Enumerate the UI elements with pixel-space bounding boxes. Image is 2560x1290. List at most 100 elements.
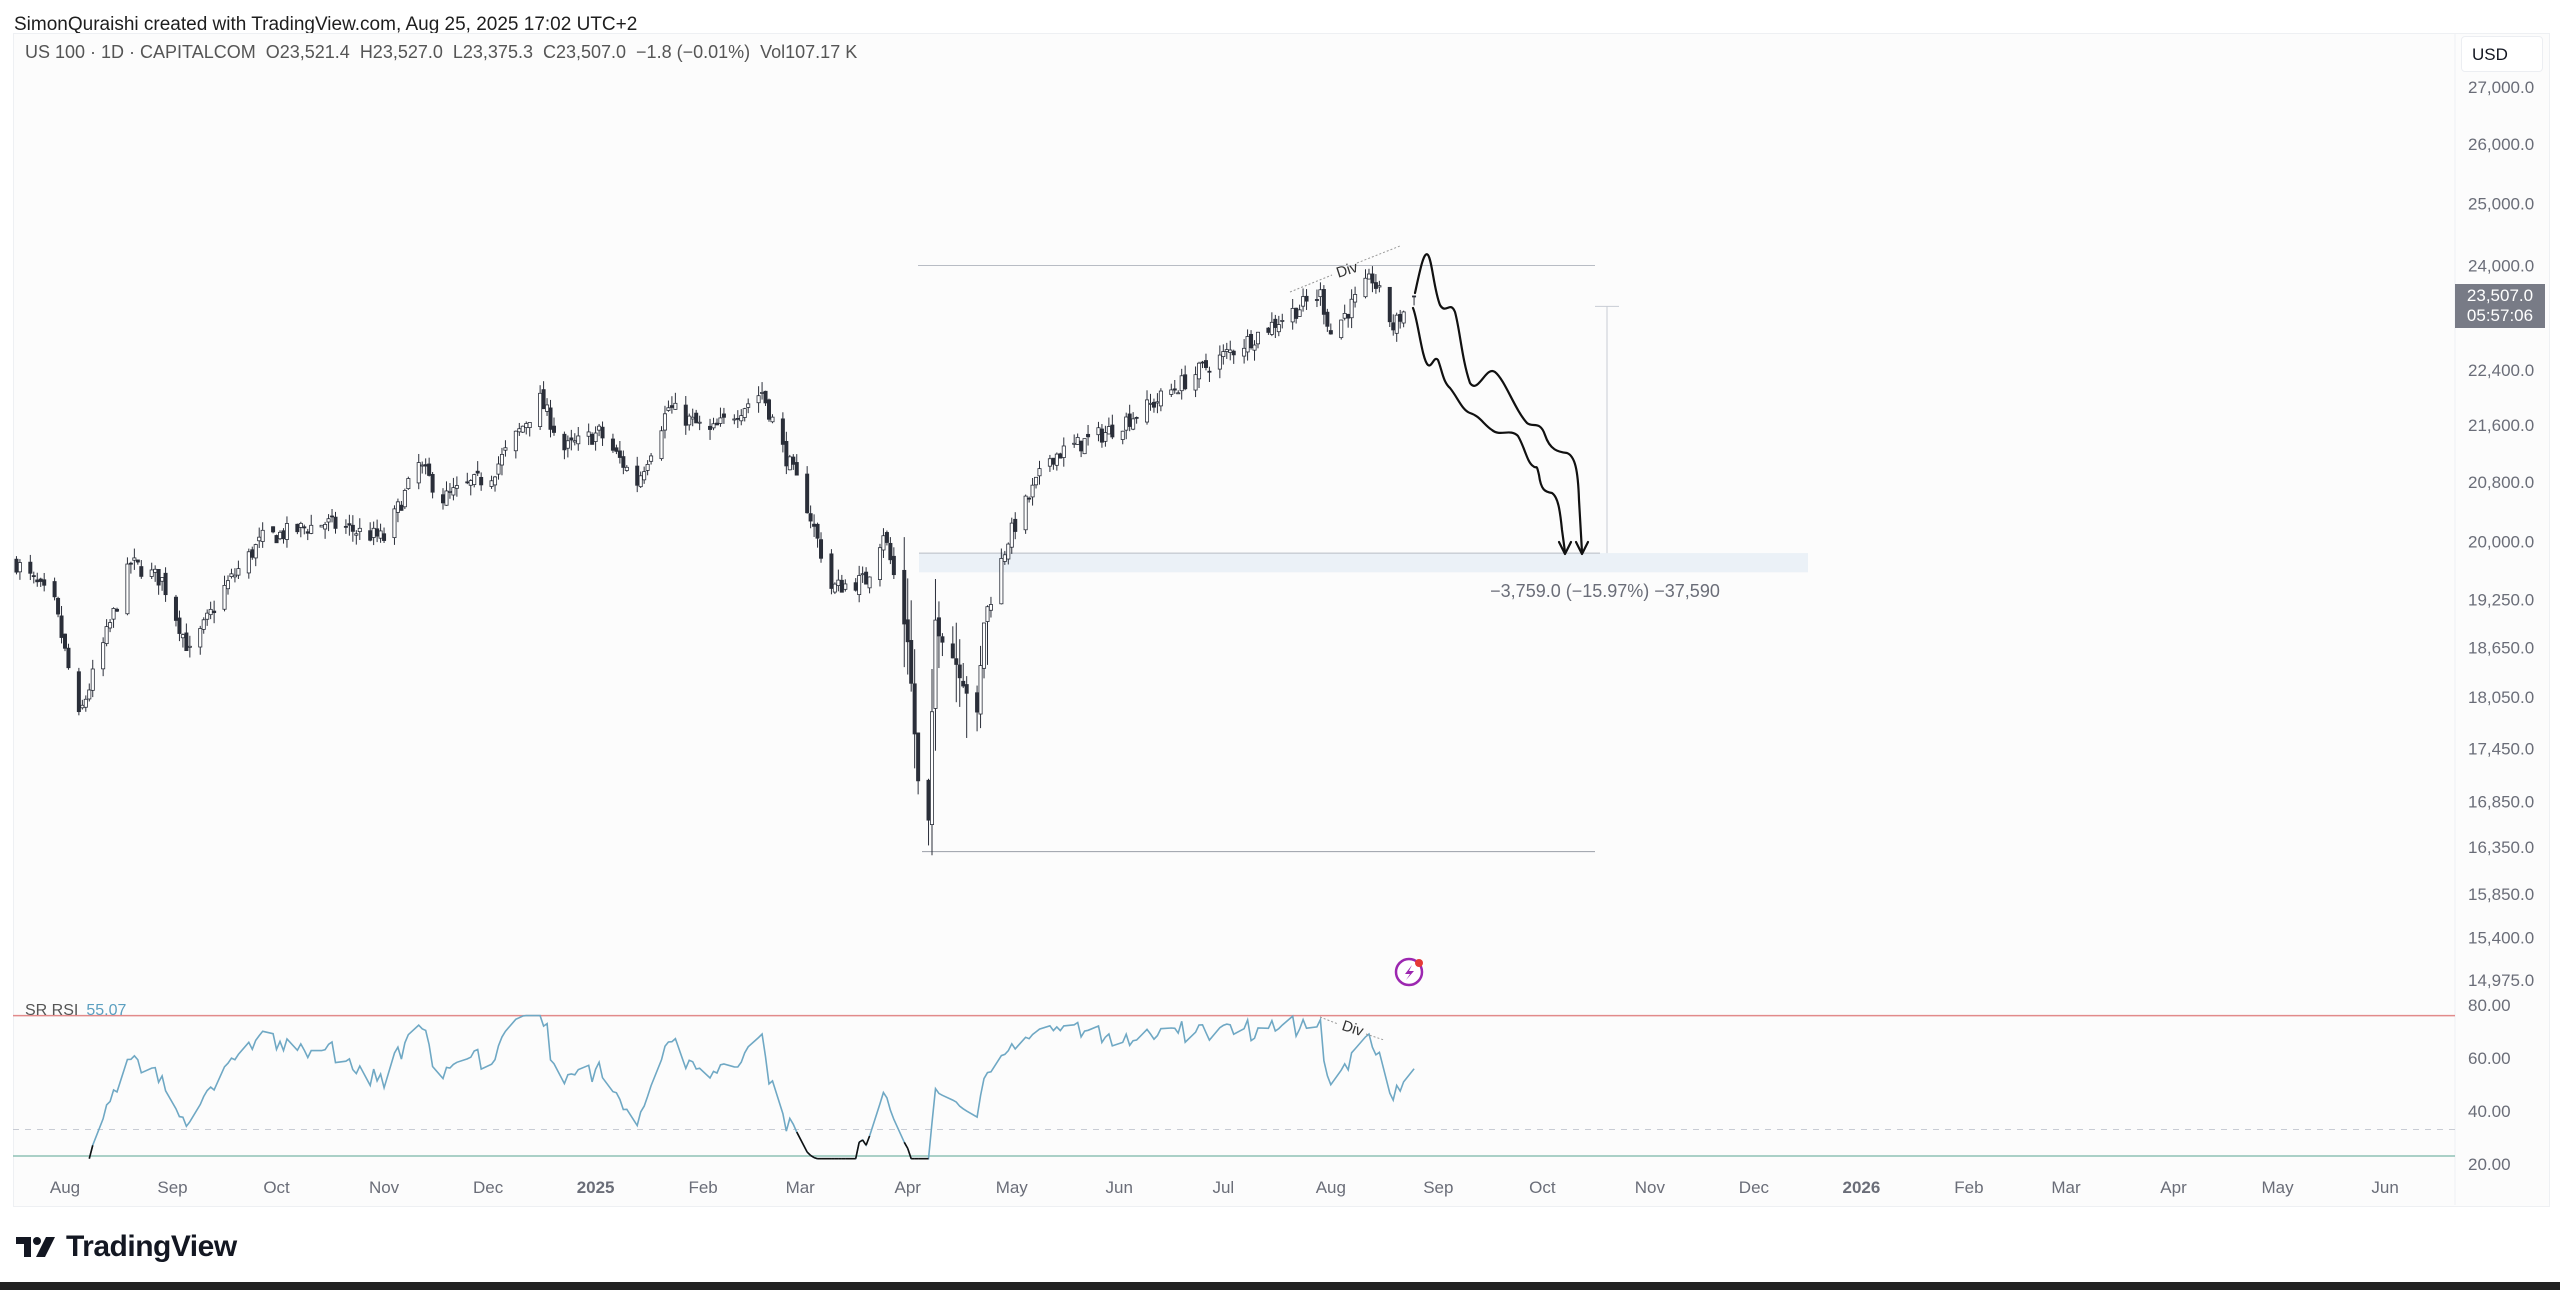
candle-body — [135, 559, 140, 563]
candle-body — [1030, 484, 1035, 498]
candle-body — [392, 508, 397, 539]
candle-body — [1120, 430, 1125, 440]
rsi-legend[interactable]: SR RSI 55.07 — [25, 1002, 126, 1020]
last-price: 23,507.0 — [2466, 286, 2534, 305]
rsi-pane — [13, 1014, 2455, 1160]
candle-body — [999, 558, 1004, 605]
candle-body — [253, 544, 258, 559]
price-tick-label: 18,650.0 — [2468, 639, 2534, 658]
chart-caption: SimonQuraishi created with TradingView.c… — [14, 14, 638, 35]
candle-body — [551, 425, 556, 433]
candle-body — [333, 516, 338, 529]
candle-body — [1200, 361, 1205, 364]
time-tick-label: May — [2262, 1178, 2295, 1197]
rsi-oversold-segment — [906, 1148, 912, 1159]
candle-body — [153, 568, 158, 573]
candle-body — [610, 438, 615, 451]
candle-body — [864, 571, 869, 585]
rsi-tick-label: 40.00 — [2468, 1102, 2511, 1121]
candle-body — [104, 626, 109, 644]
candle-body — [1391, 322, 1396, 331]
candle-body — [527, 422, 532, 428]
candle-body — [14, 558, 19, 573]
candle-body — [236, 568, 241, 576]
candle-body — [784, 441, 789, 467]
price-axis[interactable]: 27,000.0 26,000.0 25,000.0 24,000.0 22,400.0… — [2468, 78, 2534, 990]
candle-body — [1013, 518, 1018, 532]
candle-body — [1318, 289, 1323, 298]
candle-body — [891, 555, 896, 576]
rsi-oversold-segment — [903, 1141, 909, 1149]
candle-body — [756, 395, 761, 404]
price-tick-label: 17,450.0 — [2468, 739, 2534, 758]
candle-body — [319, 524, 324, 528]
candle-body — [1346, 314, 1351, 319]
candle-body — [597, 425, 602, 431]
symbol-name[interactable]: US 100 · 1D · CAPITALCOM — [25, 42, 256, 62]
tradingview-logo[interactable]: TradingView — [16, 1230, 237, 1264]
candle-body — [31, 575, 36, 578]
divergence-line — [1289, 274, 1333, 293]
candle-body — [1231, 350, 1236, 356]
candle-body — [936, 617, 941, 637]
candle-body — [503, 447, 508, 451]
candle-body — [669, 405, 674, 408]
candle-body — [735, 417, 740, 420]
candle-body — [614, 447, 619, 452]
time-tick-label: Apr — [2160, 1178, 2187, 1197]
candle-body — [472, 474, 477, 485]
candle-body — [1412, 295, 1417, 298]
candle-body — [732, 418, 737, 421]
candle-body — [988, 604, 993, 611]
candle-body — [926, 779, 931, 821]
candle-body — [881, 535, 886, 551]
candle-body — [690, 416, 695, 420]
candle-body — [1349, 298, 1354, 319]
candle-body — [402, 490, 407, 508]
rsi-axis[interactable]: 80.00 60.00 40.00 20.00 — [2468, 996, 2511, 1174]
candle-body — [1197, 362, 1202, 380]
candle-body — [187, 645, 192, 648]
candle-body — [1255, 331, 1260, 345]
candle-body — [562, 433, 567, 451]
candle-body — [819, 539, 824, 559]
alert-icon[interactable] — [1394, 957, 1424, 987]
candle-body — [877, 547, 882, 580]
chart-panel[interactable] — [13, 33, 2550, 1207]
candle-body — [1134, 416, 1139, 419]
drawings — [918, 264, 1808, 853]
candle-body — [746, 403, 751, 408]
candle-body — [1072, 442, 1077, 445]
price-tick-label: 26,000.0 — [2468, 135, 2534, 154]
time-tick-label: Mar — [786, 1178, 816, 1197]
candle-body — [860, 573, 865, 576]
candle-body — [66, 647, 71, 669]
candle-body — [257, 536, 262, 542]
candle-body — [1099, 428, 1104, 443]
candle-body — [621, 456, 626, 468]
candle-body — [1398, 314, 1403, 322]
time-axis[interactable]: Aug Sep Oct Nov Dec 2025 Feb Mar Apr May Jun Jul Aug… — [50, 1178, 2399, 1197]
currency-button[interactable]: USD — [2461, 36, 2543, 72]
candle-body — [1266, 327, 1271, 333]
window-bottom-edge — [0, 1282, 2560, 1290]
candle-body — [697, 421, 702, 424]
candle-body — [232, 574, 237, 578]
candle-body — [857, 575, 862, 596]
candle-body — [590, 433, 595, 445]
candle-body — [281, 530, 286, 540]
price-tick-label: 15,850.0 — [2468, 885, 2534, 904]
candle-body — [524, 423, 529, 429]
candle-body — [371, 527, 376, 538]
ohlc-close: C23,507.0 — [542, 42, 627, 62]
candle-body — [805, 473, 810, 514]
symbol-legend[interactable]: US 100 · 1D · CAPITALCOM O23,521.4 H23,527… — [25, 42, 867, 63]
candle-body — [139, 566, 144, 577]
candle-body — [444, 490, 449, 506]
candle-body — [56, 597, 61, 615]
candle-body — [916, 732, 921, 782]
candle-body — [156, 568, 161, 586]
candle-body — [708, 425, 713, 430]
price-tick-label: 14,975.0 — [2468, 971, 2534, 990]
